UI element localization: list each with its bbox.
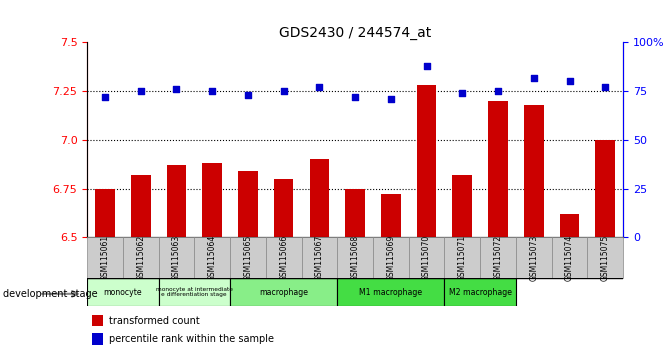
Bar: [337, 278, 444, 306]
Text: percentile rank within the sample: percentile rank within the sample: [109, 334, 273, 344]
Bar: [194, 237, 230, 278]
Bar: [159, 278, 230, 306]
Text: GSM115069: GSM115069: [387, 234, 395, 281]
Text: GSM115073: GSM115073: [529, 234, 538, 281]
Point: [207, 88, 218, 94]
Text: monocyte at intermediate
e differentiation stage: monocyte at intermediate e differentiati…: [156, 287, 232, 297]
Point: [314, 84, 325, 90]
Text: GSM115072: GSM115072: [494, 234, 502, 281]
Bar: [373, 237, 409, 278]
Title: GDS2430 / 244574_at: GDS2430 / 244574_at: [279, 26, 431, 40]
Bar: [230, 237, 266, 278]
Bar: [95, 189, 115, 237]
Bar: [345, 189, 365, 237]
Bar: [87, 278, 159, 306]
Bar: [488, 101, 508, 237]
Text: GSM115074: GSM115074: [565, 234, 574, 281]
Point: [492, 88, 503, 94]
Text: GSM115065: GSM115065: [243, 234, 253, 281]
Bar: [452, 175, 472, 237]
Bar: [337, 237, 373, 278]
Point: [350, 94, 360, 100]
Bar: [92, 315, 103, 326]
Text: GSM115067: GSM115067: [315, 234, 324, 281]
Bar: [559, 214, 580, 237]
Text: M1 macrophage: M1 macrophage: [359, 287, 422, 297]
Text: monocyte: monocyte: [104, 287, 142, 297]
Bar: [596, 140, 615, 237]
Bar: [516, 237, 551, 278]
Bar: [444, 278, 516, 306]
Bar: [310, 159, 329, 237]
Text: transformed count: transformed count: [109, 316, 199, 326]
Bar: [302, 237, 337, 278]
Bar: [417, 85, 436, 237]
Point: [564, 79, 575, 84]
Bar: [409, 237, 444, 278]
Text: GSM115062: GSM115062: [136, 234, 145, 281]
Bar: [266, 237, 302, 278]
Bar: [92, 333, 103, 345]
Point: [135, 88, 146, 94]
Bar: [551, 237, 588, 278]
Text: GSM115066: GSM115066: [279, 234, 288, 281]
Point: [385, 96, 396, 102]
Text: GSM115061: GSM115061: [100, 234, 109, 281]
Text: macrophage: macrophage: [259, 287, 308, 297]
Point: [278, 88, 289, 94]
Bar: [167, 165, 186, 237]
Bar: [123, 237, 159, 278]
Text: development stage: development stage: [3, 289, 98, 299]
Bar: [202, 163, 222, 237]
Text: GSM115064: GSM115064: [208, 234, 216, 281]
Bar: [444, 237, 480, 278]
Bar: [159, 237, 194, 278]
Point: [600, 84, 610, 90]
Bar: [274, 179, 293, 237]
Bar: [524, 105, 543, 237]
Point: [243, 92, 253, 98]
Text: M2 macrophage: M2 macrophage: [449, 287, 512, 297]
Text: GSM115063: GSM115063: [172, 234, 181, 281]
Bar: [480, 237, 516, 278]
Text: GSM115068: GSM115068: [350, 234, 360, 281]
Text: GSM115071: GSM115071: [458, 234, 467, 281]
Point: [100, 94, 111, 100]
Point: [457, 90, 468, 96]
Text: GSM115075: GSM115075: [601, 234, 610, 281]
Point: [421, 63, 432, 69]
Text: GSM115070: GSM115070: [422, 234, 431, 281]
Point: [529, 75, 539, 80]
Bar: [87, 237, 123, 278]
Bar: [588, 237, 623, 278]
Bar: [230, 278, 337, 306]
Point: [171, 86, 182, 92]
Bar: [238, 171, 258, 237]
Bar: [381, 194, 401, 237]
Bar: [131, 175, 151, 237]
